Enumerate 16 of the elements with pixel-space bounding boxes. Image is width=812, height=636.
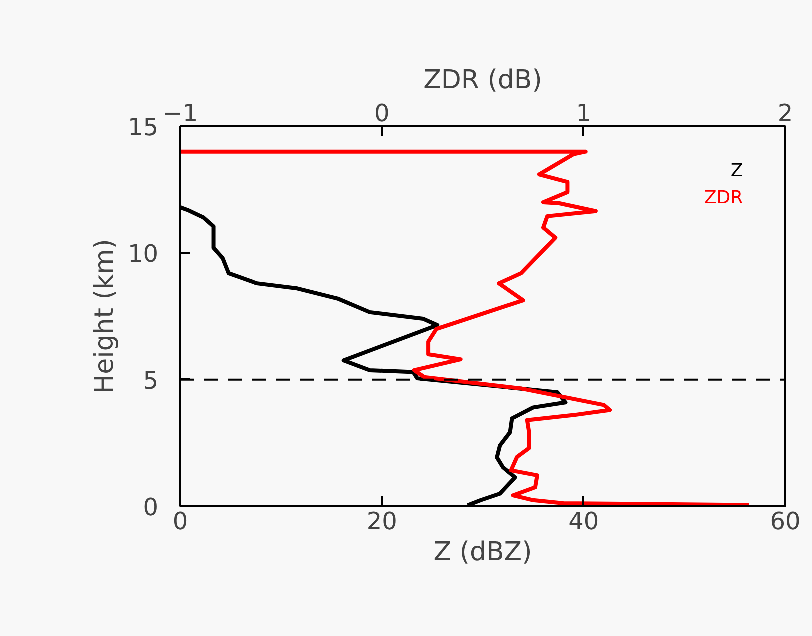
x-tick-label: 60 — [770, 508, 801, 536]
x-tick-label: 20 — [366, 508, 398, 536]
x2-tick-label: −1 — [162, 100, 198, 128]
x2-tick-label: 0 — [374, 100, 390, 128]
y-tick-label: 5 — [143, 366, 159, 395]
x-axis-title: Z (dBZ) — [434, 538, 532, 568]
text: Z — [730, 160, 744, 182]
x2-axis-title: ZDR (dB) — [424, 66, 542, 96]
text: ZDR — [704, 187, 744, 208]
x-tick-label: 0 — [172, 508, 188, 536]
y-axis-title: Height (km) — [90, 239, 120, 394]
x2-tick-label: 1 — [576, 100, 592, 128]
y-tick-label: 10 — [128, 240, 159, 268]
y-tick-label: 15 — [128, 114, 159, 142]
x-tick-label: 40 — [568, 508, 600, 536]
x2-tick-label: 2 — [778, 100, 794, 128]
